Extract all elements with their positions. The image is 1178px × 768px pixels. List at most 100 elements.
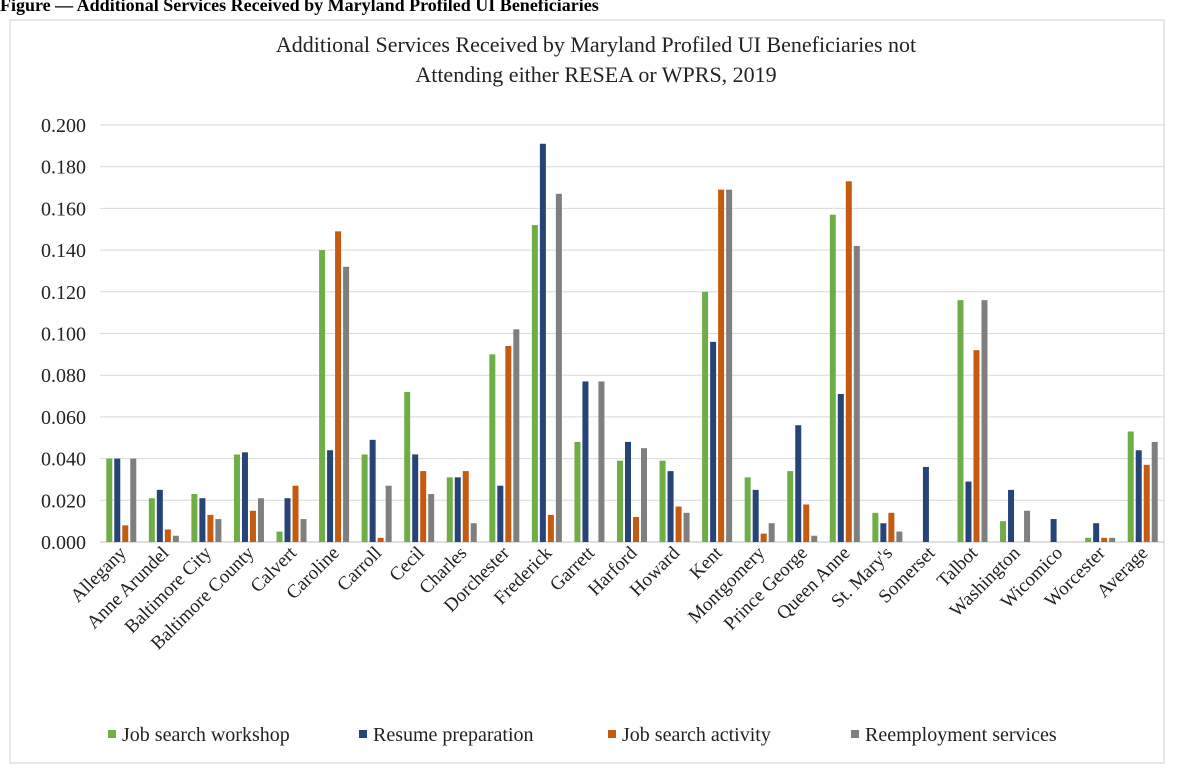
bar	[582, 381, 589, 542]
bar	[327, 450, 334, 542]
bar	[539, 143, 546, 542]
bar	[683, 512, 690, 542]
bar	[845, 181, 852, 543]
bar	[343, 266, 350, 542]
legend-swatch	[359, 730, 367, 738]
bar	[505, 346, 512, 542]
bar	[1143, 464, 1150, 542]
y-tick-label: 0.060	[41, 407, 86, 429]
bar	[130, 458, 137, 542]
bar	[1101, 537, 1108, 542]
y-tick-label: 0.080	[41, 365, 86, 387]
bar	[744, 477, 751, 542]
bar	[555, 193, 562, 542]
bar	[531, 225, 538, 542]
bar	[837, 393, 844, 542]
bar	[811, 535, 818, 542]
bar	[122, 525, 129, 542]
bar	[702, 291, 709, 542]
legend-swatch	[108, 730, 116, 738]
bar	[625, 441, 631, 542]
bar	[470, 523, 477, 542]
bar	[257, 498, 264, 542]
bar	[1008, 489, 1015, 542]
bar	[292, 485, 299, 542]
y-tick-label: 0.100	[41, 324, 86, 346]
bar	[922, 466, 929, 542]
bar	[633, 516, 639, 542]
bar	[641, 448, 647, 542]
bar	[1024, 510, 1031, 542]
legend-label: Reemployment services	[865, 724, 1057, 746]
figure-caption: Figure — Additional Services Received by…	[0, 0, 599, 15]
bar	[872, 512, 879, 542]
bar	[489, 354, 496, 542]
bar	[675, 506, 682, 542]
bar	[428, 494, 435, 542]
bar	[829, 214, 836, 542]
bar	[659, 460, 666, 542]
legend: Job search workshop Resume preparation Job…	[108, 724, 1057, 746]
bar	[207, 514, 214, 542]
bar	[335, 231, 342, 542]
y-tick-label: 0.200	[41, 115, 86, 137]
y-axis: 0.000 0.020 0.040 0.060 0.080 0.100 0.120 0.140…	[41, 115, 86, 554]
bar	[667, 471, 674, 542]
bar	[768, 523, 775, 542]
bar	[377, 537, 384, 542]
bar	[880, 523, 887, 542]
bar	[404, 391, 411, 542]
bar	[1135, 450, 1142, 542]
bar	[1127, 431, 1134, 542]
bar	[965, 481, 972, 542]
bar	[896, 531, 903, 542]
bar	[795, 425, 802, 542]
bar	[803, 504, 810, 542]
bar	[156, 489, 163, 542]
bar	[957, 300, 964, 542]
bar	[454, 477, 461, 542]
bar	[1151, 441, 1158, 542]
legend-label: Resume preparation	[373, 724, 534, 746]
legend-label: Job search workshop	[122, 724, 290, 746]
bar	[199, 498, 206, 542]
bar	[1109, 537, 1116, 542]
bar	[710, 341, 717, 542]
legend-swatch	[851, 730, 859, 738]
bar	[760, 533, 767, 542]
bar	[497, 485, 504, 542]
bar	[106, 458, 113, 542]
bar	[114, 458, 121, 542]
bar	[853, 245, 860, 542]
bar	[420, 471, 427, 542]
legend-swatch	[608, 730, 616, 738]
y-tick-label: 0.000	[41, 532, 86, 554]
bar	[1085, 537, 1092, 542]
chart-title-line-1: Additional Services Received by Maryland…	[276, 32, 916, 57]
bar	[752, 489, 759, 542]
bar	[172, 535, 179, 542]
bar	[361, 454, 368, 542]
bar	[598, 381, 605, 542]
bar	[446, 477, 453, 542]
bar	[215, 519, 222, 542]
bar	[369, 439, 376, 542]
bar	[574, 441, 581, 542]
bar	[726, 189, 733, 542]
y-tick-label: 0.180	[41, 157, 86, 179]
bar	[276, 531, 283, 542]
bar	[787, 471, 794, 542]
bar	[319, 250, 326, 542]
bars	[106, 143, 1158, 543]
bar	[249, 510, 256, 542]
chart-title-line-2: Attending either RESEA or WPRS, 2019	[415, 62, 776, 87]
bar	[547, 514, 554, 542]
bar	[617, 460, 623, 542]
bar	[191, 494, 198, 542]
y-tick-label: 0.160	[41, 198, 86, 220]
bar	[284, 498, 291, 542]
y-tick-label: 0.140	[41, 240, 86, 262]
bar	[300, 519, 307, 542]
y-tick-label: 0.040	[41, 449, 86, 471]
